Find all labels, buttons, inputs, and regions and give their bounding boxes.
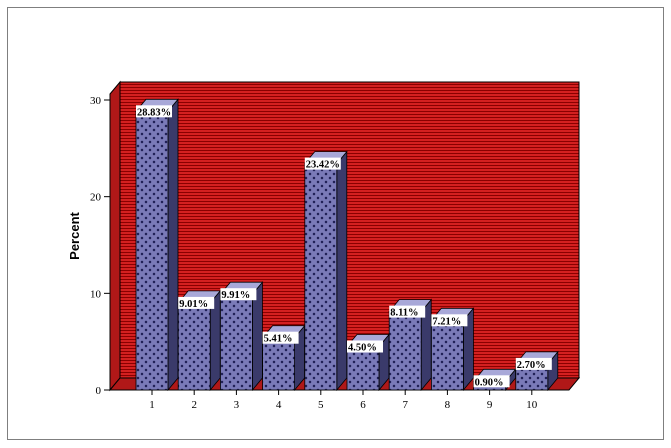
data-label: 5.41% (264, 334, 293, 345)
data-label: 0.90% (475, 377, 504, 388)
side-wall (109, 80, 121, 392)
x-tick-label: 4 (276, 399, 282, 411)
y-tick-label: 10 (90, 288, 102, 300)
x-tick-label: 8 (445, 399, 451, 411)
plot-area: 0 10 20 30 1 28.83% 2 9.01% 3 9.91% 4 5.41% 5 23.42% 6… (90, 80, 581, 411)
bar (135, 110, 169, 391)
bar (304, 163, 338, 391)
x-tick-label: 5 (318, 399, 324, 411)
data-label-box (515, 357, 552, 370)
data-label-box (178, 296, 215, 309)
y-tick-label: 30 (90, 95, 102, 107)
data-label: 28.83% (137, 107, 171, 118)
y-tick-label: 0 (96, 385, 102, 397)
bar (219, 293, 253, 391)
data-label: 8.11% (390, 308, 418, 319)
data-label: 2.70% (517, 360, 546, 371)
data-label-box (220, 288, 257, 301)
data-label-box (347, 340, 383, 353)
bar (262, 337, 296, 391)
y-tick-label: 20 (90, 192, 102, 204)
data-label-box (262, 331, 299, 344)
bar (388, 311, 422, 391)
x-tick-label: 1 (149, 399, 155, 411)
data-label: 23.42% (306, 160, 340, 171)
data-label: 4.50% (348, 343, 377, 354)
data-label: 9.91% (221, 290, 250, 301)
bar-side (336, 150, 348, 392)
x-tick-label: 2 (191, 399, 197, 411)
data-label-box (389, 305, 426, 318)
bar (177, 302, 211, 391)
bar-side (167, 98, 179, 392)
data-label: 9.01% (179, 299, 208, 310)
data-label: 7.21% (432, 316, 461, 327)
data-label-box (431, 314, 468, 327)
bar (430, 319, 464, 391)
x-tick-label: 10 (526, 399, 538, 411)
y-axis-label: Percent (67, 211, 82, 259)
data-label-box (304, 157, 341, 170)
x-tick-label: 6 (360, 399, 366, 411)
x-tick-label: 7 (402, 399, 408, 411)
x-tick-label: 3 (234, 399, 240, 411)
data-label-box (473, 375, 510, 388)
x-tick-label: 9 (487, 399, 493, 411)
data-label-box (136, 105, 172, 118)
